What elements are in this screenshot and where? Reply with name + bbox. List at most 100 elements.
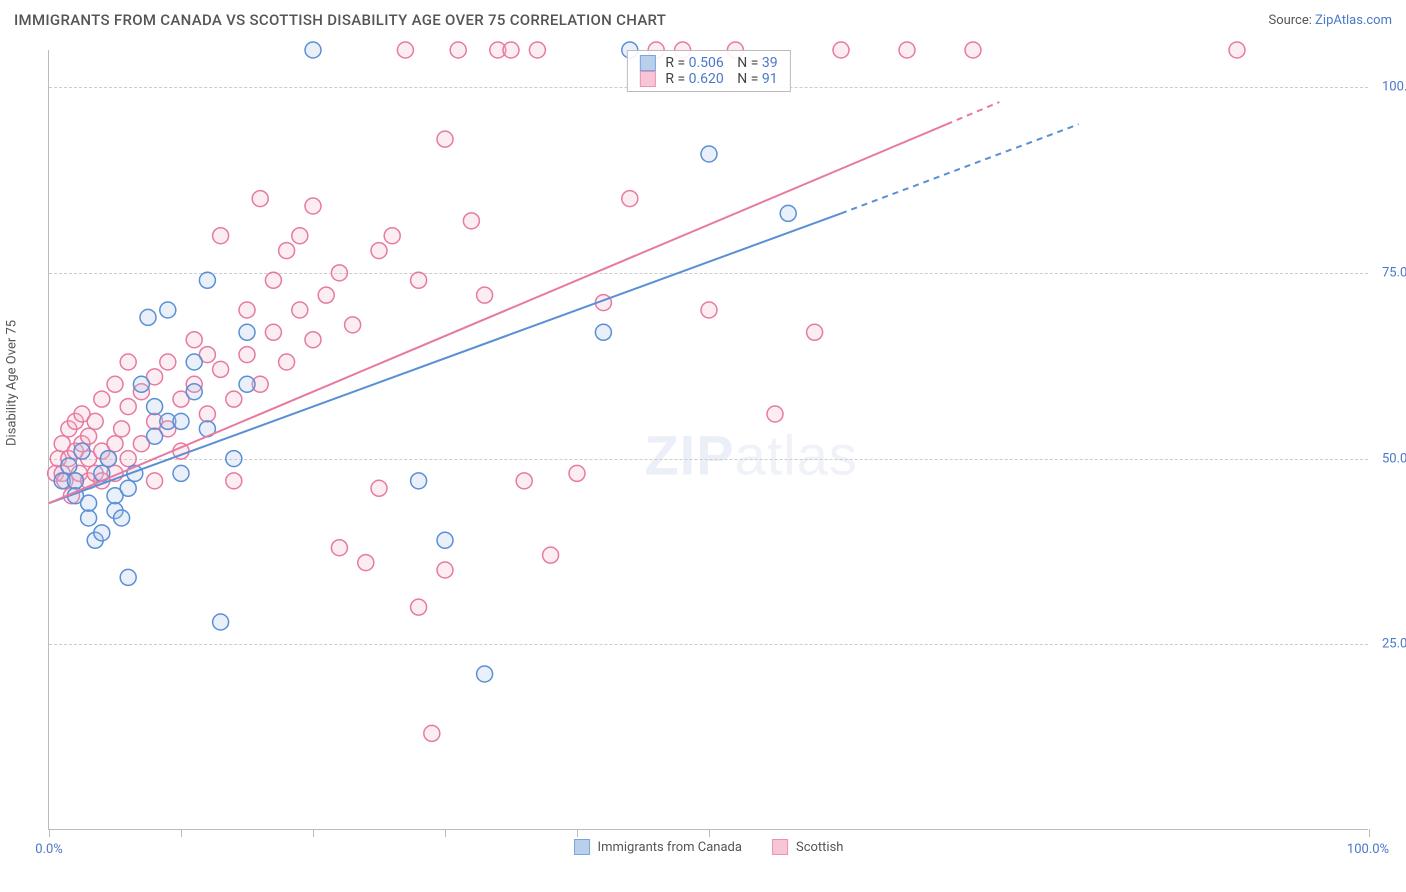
trend-line-extrapolated xyxy=(841,124,1079,213)
data-point xyxy=(265,324,281,340)
data-point xyxy=(411,473,427,489)
data-point xyxy=(833,42,849,58)
data-point xyxy=(226,473,242,489)
data-point xyxy=(450,42,466,58)
data-point xyxy=(147,473,163,489)
data-point xyxy=(503,42,519,58)
legend-item-2: Scottish xyxy=(772,839,843,855)
data-point xyxy=(1229,42,1245,58)
data-point xyxy=(107,436,123,452)
data-point xyxy=(107,376,123,392)
swatch-series-2 xyxy=(639,71,655,87)
stats-row-1: R = 0.506 N = 39 xyxy=(639,55,777,71)
data-point xyxy=(358,555,374,571)
stats-legend-box: R = 0.506 N = 39 R = 0.620 N = 91 xyxy=(626,50,790,92)
data-point xyxy=(437,532,453,548)
data-point xyxy=(160,354,176,370)
data-point xyxy=(186,354,202,370)
scatter-svg xyxy=(49,50,1368,829)
data-point xyxy=(213,614,229,630)
data-point xyxy=(437,562,453,578)
data-point xyxy=(529,42,545,58)
data-point xyxy=(239,324,255,340)
data-point xyxy=(279,354,295,370)
data-point xyxy=(899,42,915,58)
data-point xyxy=(226,451,242,467)
data-point xyxy=(120,399,136,415)
data-point xyxy=(305,198,321,214)
swatch-series-1 xyxy=(639,55,655,71)
source-link[interactable]: ZipAtlas.com xyxy=(1315,13,1392,28)
data-point xyxy=(186,332,202,348)
x-tick xyxy=(313,829,314,837)
data-point xyxy=(87,413,103,429)
swatch-series-2-bottom xyxy=(772,839,788,855)
data-point xyxy=(114,510,130,526)
y-tick-label: 50.0% xyxy=(1374,451,1406,466)
data-point xyxy=(120,451,136,467)
y-tick-label: 25.0% xyxy=(1374,637,1406,652)
data-point xyxy=(411,272,427,288)
data-point xyxy=(100,451,116,467)
data-point xyxy=(331,265,347,281)
data-point xyxy=(463,213,479,229)
data-point xyxy=(397,42,413,58)
data-point xyxy=(543,547,559,563)
data-point xyxy=(569,465,585,481)
trend-line xyxy=(49,124,947,503)
data-point xyxy=(384,228,400,244)
data-point xyxy=(147,428,163,444)
data-point xyxy=(701,302,717,318)
y-tick-label: 75.0% xyxy=(1374,265,1406,280)
data-point xyxy=(186,384,202,400)
data-point xyxy=(318,287,334,303)
y-tick-label: 100.0% xyxy=(1374,80,1406,95)
data-point xyxy=(279,243,295,259)
x-tick-label-0: 0.0% xyxy=(35,842,63,857)
data-point xyxy=(61,458,77,474)
data-point xyxy=(965,42,981,58)
x-tick-label-100: 100.0% xyxy=(1347,842,1389,857)
x-tick xyxy=(445,829,446,837)
data-point xyxy=(160,302,176,318)
data-point xyxy=(331,540,347,556)
data-point xyxy=(292,228,308,244)
data-point xyxy=(477,666,493,682)
plot-area: ZIPatlas R = 0.506 N = 39 R = 0.620 N = … xyxy=(48,50,1368,830)
stats-row-2: R = 0.620 N = 91 xyxy=(639,71,777,87)
data-point xyxy=(437,131,453,147)
data-point xyxy=(371,243,387,259)
source-attribution: Source: ZipAtlas.com xyxy=(1268,13,1392,28)
data-point xyxy=(114,421,130,437)
data-point xyxy=(477,287,493,303)
data-point xyxy=(94,391,110,407)
data-point xyxy=(767,406,783,422)
data-point xyxy=(239,376,255,392)
data-point xyxy=(173,413,189,429)
x-tick xyxy=(181,829,182,837)
chart-header: IMMIGRANTS FROM CANADA VS SCOTTISH DISAB… xyxy=(0,0,1406,40)
data-point xyxy=(595,324,611,340)
x-tick xyxy=(49,829,50,837)
data-point xyxy=(371,480,387,496)
data-point xyxy=(133,376,149,392)
data-point xyxy=(81,428,97,444)
swatch-series-1-bottom xyxy=(574,839,590,855)
data-point xyxy=(120,569,136,585)
data-point xyxy=(239,302,255,318)
x-tick xyxy=(577,829,578,837)
data-point xyxy=(199,406,215,422)
data-point xyxy=(213,228,229,244)
data-point xyxy=(292,302,308,318)
data-point xyxy=(94,525,110,541)
bottom-legend: Immigrants from Canada Scottish xyxy=(574,839,844,855)
data-point xyxy=(199,272,215,288)
data-point xyxy=(74,443,90,459)
data-point xyxy=(120,354,136,370)
data-point xyxy=(140,309,156,325)
data-point xyxy=(305,332,321,348)
y-axis-label: Disability Age Over 75 xyxy=(5,320,20,446)
data-point xyxy=(701,146,717,162)
data-point xyxy=(622,191,638,207)
data-point xyxy=(305,42,321,58)
